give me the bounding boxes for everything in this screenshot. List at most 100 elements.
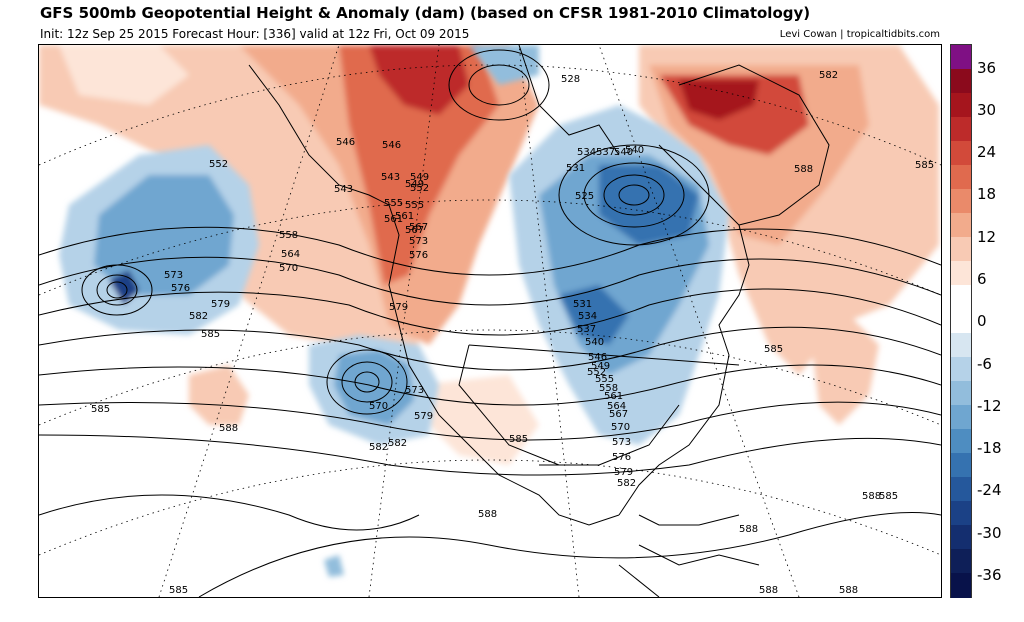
contour-label: 588: [478, 509, 497, 520]
contour-label: 567: [609, 409, 628, 420]
colorbar-segment: [951, 381, 971, 406]
positive-anomaly-fill: [39, 45, 939, 465]
contour-label: 537: [596, 147, 615, 158]
colorbar-segment: [951, 141, 971, 166]
contour-label: 573: [405, 385, 424, 396]
colorbar-segment: [951, 237, 971, 262]
contour-label: 582: [369, 442, 388, 453]
contour-label: 561: [604, 391, 623, 402]
contour-label: 564: [281, 249, 300, 260]
height-anomaly-map: 528 531 534 537 540 543 546 549 552 555 558 561 564 5…: [38, 44, 942, 598]
lat-lon-grid: [39, 45, 941, 597]
contour-label: 549: [410, 172, 429, 183]
contour-label: 588: [759, 585, 778, 596]
forecast-info: Init: 12z Sep 25 2015 Forecast Hour: [33…: [40, 27, 470, 41]
contour-label: 534: [578, 311, 597, 322]
contour-label: 567: [409, 222, 428, 233]
contour-label: 573: [164, 270, 183, 281]
contour-label: 582: [189, 311, 208, 322]
contour-label: 555: [405, 200, 424, 211]
contour-label: 546: [588, 352, 607, 363]
contour-label: 573: [612, 437, 631, 448]
colorbar-segment: [951, 117, 971, 142]
contour-label: 576: [171, 283, 190, 294]
colorbar-segment: [951, 525, 971, 550]
height-contours: [39, 49, 941, 597]
colorbar-segment: [951, 453, 971, 478]
contour-label: 561: [395, 211, 414, 222]
colorbar-tick-label: 24: [977, 143, 997, 161]
anomaly-colorbar: [950, 44, 972, 598]
contour-label: 540: [625, 145, 644, 156]
contour-label: 588: [794, 164, 813, 175]
credit-text: Levi Cowan | tropicaltidbits.com: [779, 29, 940, 40]
colorbar-tick-label: -18: [977, 439, 1002, 457]
contour-label: 585: [169, 585, 188, 596]
contour-label: 585: [509, 434, 528, 445]
contour-label: 588: [739, 524, 758, 535]
contour-label: 585: [879, 491, 898, 502]
colorbar-segment: [951, 549, 971, 574]
colorbar-segment: [951, 285, 971, 310]
contour-label: 531: [573, 299, 592, 310]
contour-label: 546: [382, 140, 401, 151]
colorbar-segment: [951, 45, 971, 70]
contour-label: 576: [409, 250, 428, 261]
contour-label: 558: [599, 383, 618, 394]
colorbar-segment: [951, 429, 971, 454]
contour-label: 543: [334, 184, 353, 195]
colorbar-tick-label: 0: [977, 312, 987, 330]
contour-label: 588: [219, 423, 238, 434]
map-title: GFS 500mb Geopotential Height & Anomaly …: [40, 4, 811, 22]
contour-label: 582: [388, 438, 407, 449]
contour-label: 555: [384, 198, 403, 209]
contour-label: 552: [209, 159, 228, 170]
contour-label: 588: [862, 491, 881, 502]
contour-label: 546: [336, 137, 355, 148]
contour-label: 582: [819, 70, 838, 81]
contour-label: 525: [575, 191, 594, 202]
contour-label: 579: [389, 302, 408, 313]
contour-label: 543: [381, 172, 400, 183]
contour-label: 582: [617, 478, 636, 489]
colorbar-tick-label: -36: [977, 566, 1002, 584]
colorbar-segment: [951, 333, 971, 358]
colorbar-tick-label: 36: [977, 59, 997, 77]
contour-label: 570: [611, 422, 630, 433]
colorbar-segment: [951, 501, 971, 526]
contour-label: 555: [595, 374, 614, 385]
contour-label: 561: [384, 214, 403, 225]
contour-label: 588: [839, 585, 858, 596]
colorbar-segment: [951, 261, 971, 286]
contour-label: 567: [405, 225, 424, 236]
colorbar-tick-label: -24: [977, 481, 1002, 499]
contour-label: 576: [612, 452, 631, 463]
colorbar-tick-label: 18: [977, 185, 997, 203]
colorbar-segment: [951, 309, 971, 334]
contour-label: 585: [91, 404, 110, 415]
colorbar-segment: [951, 93, 971, 118]
colorbar-segment: [951, 189, 971, 214]
colorbar-segment: [951, 573, 971, 598]
colorbar-tick-label: -30: [977, 524, 1002, 542]
contour-label: 573: [409, 236, 428, 247]
contour-label: 549: [591, 361, 610, 372]
contour-label: 537: [577, 324, 596, 335]
colorbar-segment: [951, 165, 971, 190]
contour-label: 531: [566, 163, 585, 174]
colorbar-tick-label: 12: [977, 228, 997, 246]
contour-label: 570: [369, 401, 388, 412]
colorbar-tick-label: 6: [977, 270, 987, 288]
contour-label: 579: [211, 299, 230, 310]
contour-label: 528: [561, 74, 580, 85]
colorbar-segment: [951, 357, 971, 382]
contour-label: 540: [585, 337, 604, 348]
contour-label: 540: [614, 147, 633, 158]
contour-label: 585: [915, 160, 934, 171]
colorbar-tick-label: -12: [977, 397, 1002, 415]
colorbar-segment: [951, 69, 971, 94]
colorbar-segment: [951, 213, 971, 238]
contour-label: 564: [607, 401, 626, 412]
